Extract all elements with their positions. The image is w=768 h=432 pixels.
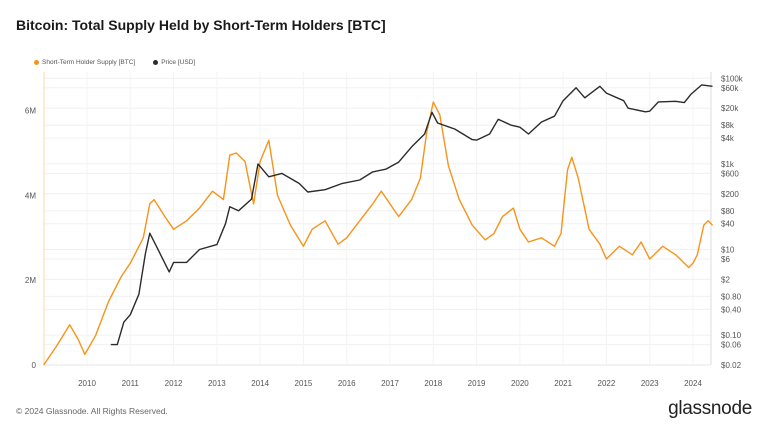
right-tick-label: $0.10: [721, 331, 742, 340]
price-legend-dot-icon: [153, 60, 159, 65]
right-tick-label: $100k: [721, 74, 744, 83]
supply-legend-dot-icon: [34, 60, 39, 65]
x-tick-label: 2019: [468, 379, 486, 388]
right-tick-label: $8k: [721, 121, 735, 130]
x-tick-label: 2017: [381, 379, 399, 388]
legend-item-supply[interactable]: Short-Term Holder Supply [BTC]: [34, 59, 135, 66]
x-tick-label: 2021: [554, 379, 572, 388]
right-tick-label: $0.40: [721, 305, 742, 314]
right-tick-label: $2: [721, 275, 730, 284]
left-tick-label: 0: [32, 361, 37, 370]
legend-item-price[interactable]: Price [USD]: [153, 59, 195, 66]
x-tick-label: 2020: [511, 379, 529, 388]
right-tick-label: $0.02: [721, 361, 742, 370]
x-tick-label: 2022: [598, 379, 616, 388]
x-tick-label: 2014: [251, 379, 269, 388]
x-tick-label: 2016: [338, 379, 356, 388]
x-tick-label: 2024: [684, 379, 702, 388]
left-tick-label: 2M: [25, 276, 36, 285]
legend: Short-Term Holder Supply [BTC] Price [US…: [34, 59, 195, 66]
left-tick-label: 4M: [25, 191, 36, 200]
right-tick-label: $0.06: [721, 341, 742, 350]
right-tick-label: $6: [721, 255, 730, 264]
right-tick-label: $200: [721, 190, 739, 199]
legend-label-supply: Short-Term Holder Supply [BTC]: [42, 59, 136, 66]
right-tick-label: $80: [721, 207, 735, 216]
legend-label-price: Price [USD]: [161, 59, 196, 66]
x-tick-label: 2023: [641, 379, 659, 388]
right-tick-label: $4k: [721, 134, 735, 143]
chart-title: Bitcoin: Total Supply Held by Short-Term…: [16, 17, 386, 33]
x-tick-label: 2011: [122, 379, 140, 388]
right-tick-label: $600: [721, 169, 739, 178]
x-tick-label: 2010: [78, 379, 96, 388]
copyright: © 2024 Glassnode. All Rights Reserved.: [16, 406, 168, 416]
right-tick-label: $20k: [721, 104, 739, 113]
right-tick-label: $40: [721, 220, 735, 229]
x-tick-label: 2015: [295, 379, 313, 388]
right-tick-label: $10: [721, 245, 735, 254]
price-series-line: [110, 84, 713, 346]
x-tick-label: 2018: [424, 379, 442, 388]
supply-series-line: [43, 101, 713, 366]
glassnode-logo: glassnode: [668, 398, 752, 419]
right-tick-label: $60k: [721, 84, 739, 93]
x-tick-label: 2012: [165, 379, 183, 388]
right-tick-label: $1k: [721, 160, 735, 169]
left-tick-label: 6M: [25, 107, 36, 116]
x-tick-label: 2013: [208, 379, 226, 388]
right-tick-label: $0.80: [721, 292, 742, 301]
